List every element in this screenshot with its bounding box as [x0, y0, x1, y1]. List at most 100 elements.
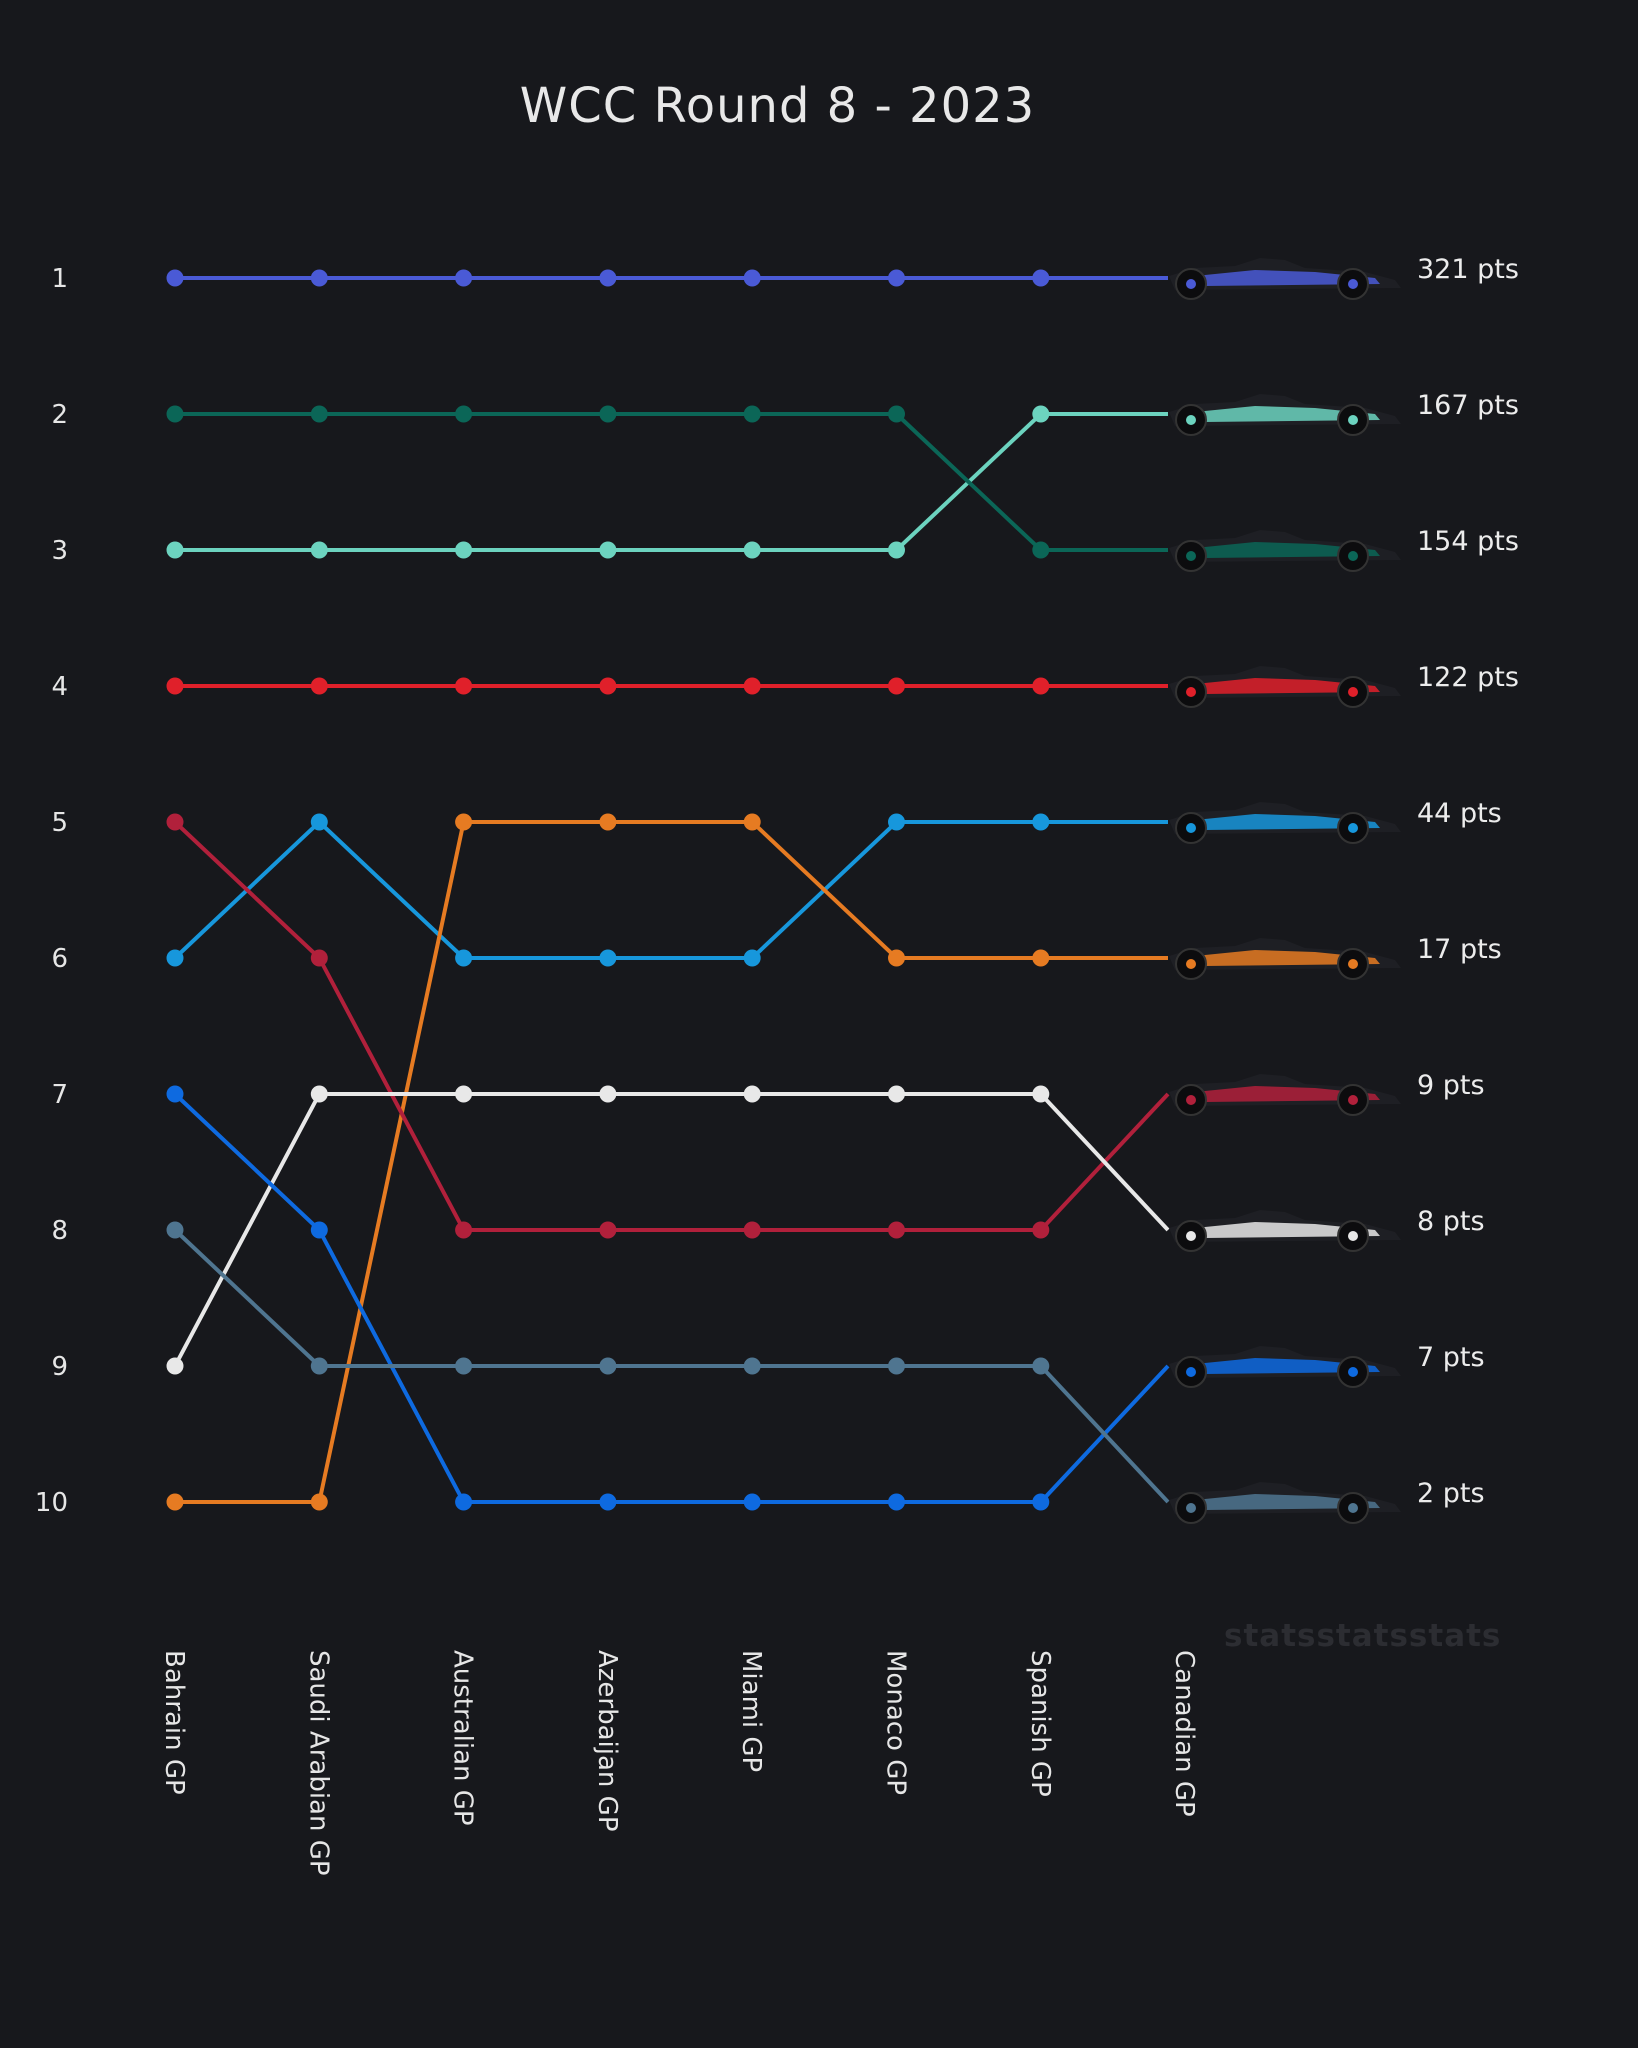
y-tick-label: 7	[51, 1080, 68, 1110]
y-tick-label: 10	[35, 1488, 68, 1518]
watermark: statsstatsstats	[1224, 1618, 1502, 1654]
series-line	[173, 1092, 1170, 1367]
data-point	[455, 405, 473, 423]
data-point	[743, 1493, 761, 1511]
points-label: 2 pts	[1417, 1478, 1485, 1509]
x-tick-label: Australian GP	[448, 1650, 478, 1826]
data-point	[1032, 677, 1050, 695]
data-point	[1032, 1221, 1050, 1239]
data-point	[888, 541, 905, 559]
data-point	[743, 405, 761, 423]
data-point	[599, 269, 617, 287]
points-label: 9 pts	[1417, 1070, 1485, 1101]
y-tick-label: 5	[51, 808, 68, 838]
data-point	[743, 1085, 761, 1103]
data-point	[599, 405, 617, 423]
data-point	[1032, 1493, 1050, 1511]
x-tick-label: Canadian GP	[1169, 1650, 1199, 1817]
data-point	[743, 541, 761, 559]
data-point	[455, 1221, 473, 1239]
data-point	[888, 269, 905, 287]
series-line	[175, 412, 1168, 552]
data-point	[310, 949, 328, 967]
data-point	[743, 1357, 761, 1375]
points-label: 167 pts	[1417, 390, 1519, 421]
data-point	[888, 1357, 905, 1375]
data-point	[599, 677, 617, 695]
x-tick-label: Bahrain GP	[159, 1650, 189, 1795]
data-point	[599, 813, 617, 831]
data-point	[743, 269, 761, 287]
chart-title: WCC Round 8 - 2023	[519, 78, 1036, 134]
points-label: 122 pts	[1417, 662, 1519, 693]
data-point	[455, 949, 473, 967]
data-point	[166, 1085, 184, 1103]
x-tick-label: Saudi Arabian GP	[303, 1650, 333, 1876]
data-point	[599, 1493, 617, 1511]
data-point	[310, 541, 328, 559]
aston-martin-car	[1169, 530, 1401, 572]
mercedes-car	[1169, 394, 1401, 436]
data-point	[599, 949, 617, 967]
data-point	[1032, 813, 1050, 831]
alfa-romeo-car	[1169, 1074, 1401, 1116]
data-point	[310, 1493, 328, 1511]
data-point	[455, 1085, 473, 1103]
data-point	[310, 813, 328, 831]
data-point	[310, 1357, 328, 1375]
data-point	[455, 677, 473, 695]
points-label: 154 pts	[1417, 526, 1519, 557]
x-tick-label: Miami GP	[736, 1650, 766, 1772]
y-tick-label: 8	[51, 1216, 68, 1246]
data-point	[743, 1221, 761, 1239]
data-point	[166, 949, 184, 967]
data-point	[166, 269, 184, 287]
data-point	[166, 677, 184, 695]
haas-car	[1169, 1210, 1401, 1252]
data-point	[743, 813, 761, 831]
data-point	[1032, 949, 1050, 967]
points-label: 321 pts	[1417, 254, 1519, 285]
data-point	[166, 1221, 184, 1239]
data-point	[166, 405, 184, 423]
data-point	[310, 677, 328, 695]
data-point	[888, 405, 905, 423]
data-point	[310, 1221, 328, 1239]
data-point	[455, 1493, 473, 1511]
points-label: 44 pts	[1417, 798, 1502, 829]
data-point	[455, 269, 473, 287]
data-point	[310, 1085, 328, 1103]
data-point	[888, 1221, 905, 1239]
data-point	[599, 1357, 617, 1375]
data-point	[455, 1357, 473, 1375]
x-tick-label: Azerbaijan GP	[592, 1650, 622, 1832]
data-point	[599, 1221, 617, 1239]
mclaren-car	[1169, 938, 1401, 980]
data-point	[166, 1493, 184, 1511]
series-line	[175, 412, 1168, 552]
data-point	[1032, 1357, 1050, 1375]
data-point	[310, 405, 328, 423]
data-point	[1032, 1085, 1050, 1103]
red-bull-car	[1169, 258, 1401, 300]
data-point	[888, 1493, 905, 1511]
data-point	[743, 677, 761, 695]
data-point	[888, 813, 905, 831]
data-point	[166, 1357, 184, 1375]
y-tick-label: 1	[51, 264, 68, 294]
y-tick-label: 9	[51, 1352, 68, 1382]
series-line	[173, 820, 1170, 1232]
x-tick-label: Spanish GP	[1025, 1650, 1055, 1797]
ferrari-car	[1169, 666, 1401, 708]
data-point	[743, 949, 761, 967]
data-point	[1032, 541, 1050, 559]
points-label: 8 pts	[1417, 1206, 1485, 1237]
data-point	[888, 1085, 905, 1103]
data-point	[166, 541, 184, 559]
williams-car	[1169, 1346, 1401, 1388]
alpine-car	[1169, 802, 1401, 844]
data-point	[166, 813, 184, 831]
x-tick-label: Monaco GP	[881, 1650, 911, 1795]
data-point	[888, 677, 905, 695]
